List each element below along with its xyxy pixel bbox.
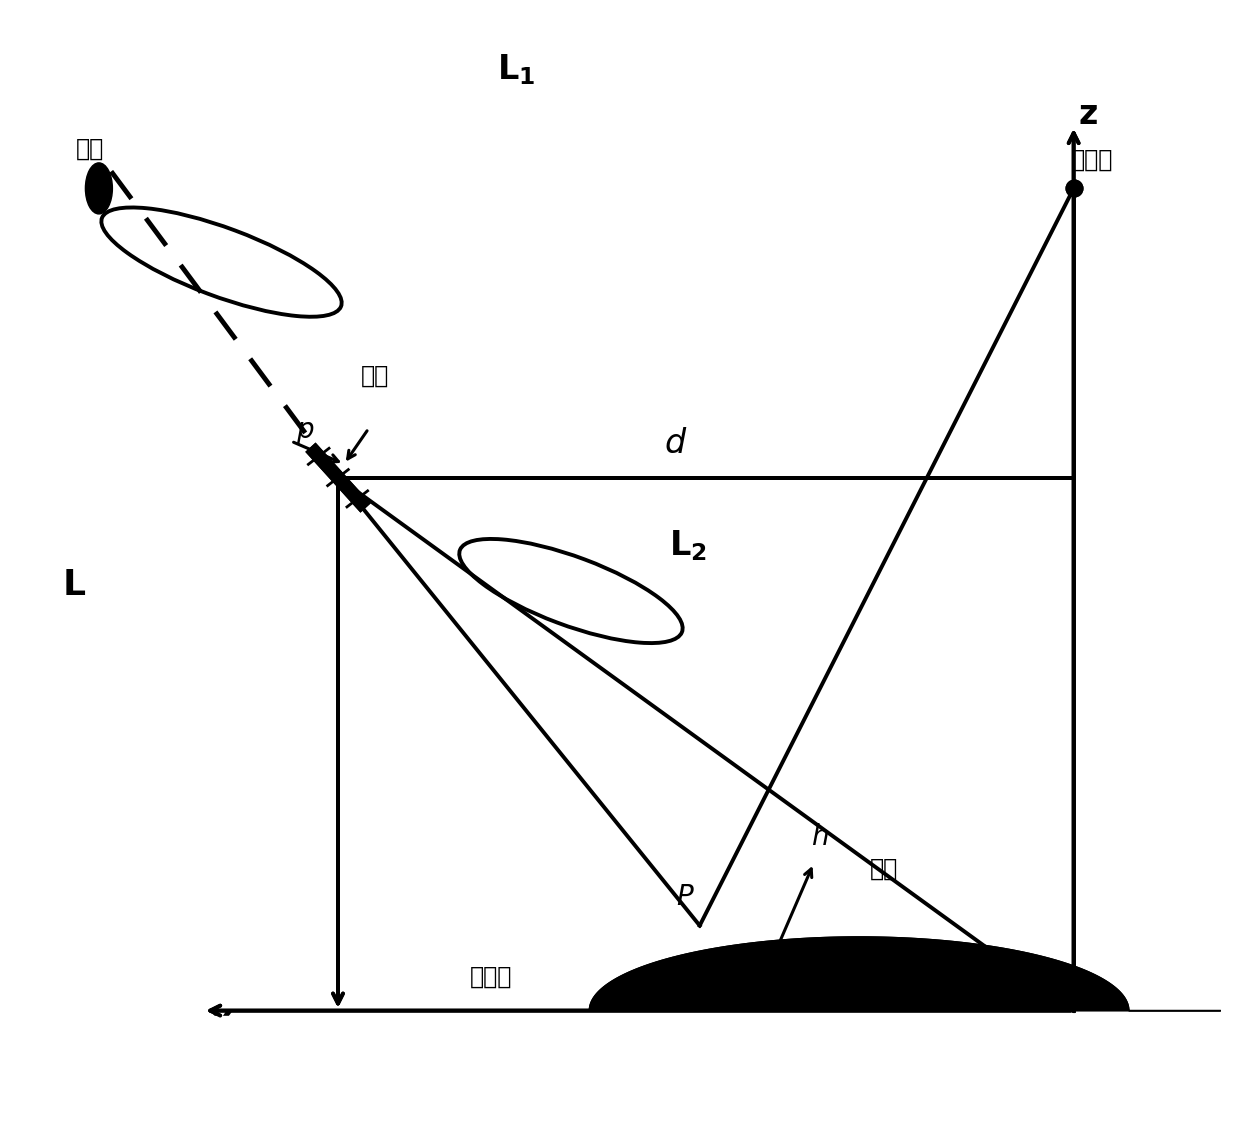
Text: 物体: 物体 [869,856,898,881]
Text: $\mathbf{L}$: $\mathbf{L}$ [62,568,87,603]
Text: $\mathbf{z}$: $\mathbf{z}$ [1079,99,1099,131]
Text: 光栅: 光栅 [361,364,389,388]
Text: $\mathbf{x}$: $\mathbf{x}$ [210,1006,233,1039]
Text: $O$: $O$ [1071,1058,1095,1087]
Text: $A$: $A$ [755,1058,776,1087]
Text: $p$: $p$ [295,418,314,447]
Text: $B$: $B$ [711,1058,730,1087]
Ellipse shape [86,163,113,214]
Text: 光源: 光源 [76,137,104,161]
Text: $C$: $C$ [665,1058,686,1087]
Text: 观测点: 观测点 [1071,148,1114,172]
Text: $P$: $P$ [676,883,694,912]
Text: $d$: $d$ [663,427,687,460]
Polygon shape [436,937,1221,1010]
Text: $\mathbf{L_2}$: $\mathbf{L_2}$ [668,528,707,563]
Text: 参考面: 参考面 [470,964,512,988]
Bar [7,1016,1233,1141]
Text: $h$: $h$ [811,823,828,851]
Polygon shape [436,937,1221,1010]
Text: $\mathbf{L_1}$: $\mathbf{L_1}$ [497,52,534,86]
